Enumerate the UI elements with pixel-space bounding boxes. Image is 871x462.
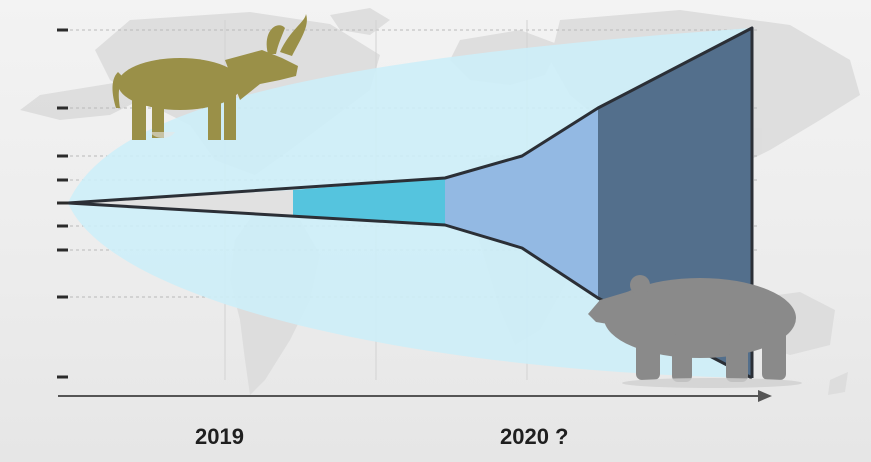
segment-gray bbox=[68, 190, 293, 217]
axis-ticks bbox=[57, 28, 68, 379]
bear-icon bbox=[588, 275, 802, 388]
label-2019: 2019 bbox=[195, 424, 244, 449]
time-axis-arrow bbox=[58, 390, 772, 402]
bull-icon bbox=[112, 14, 307, 140]
label-2020: 2020 ? bbox=[500, 424, 569, 449]
cone-upper-outline bbox=[67, 26, 754, 378]
segment-cyan bbox=[293, 178, 445, 225]
segment-light-blue bbox=[445, 108, 598, 298]
